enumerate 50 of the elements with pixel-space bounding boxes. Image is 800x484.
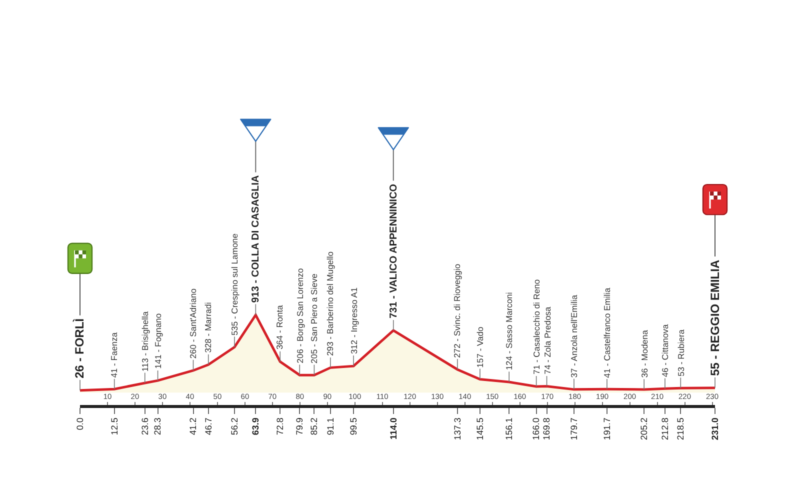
data-label: 260 - Sant'Adriano — [188, 288, 198, 359]
data-label: 124 - Sasso Marconi — [504, 292, 514, 370]
x-tick-label: 85.2 — [309, 418, 320, 436]
data-label: 36 - Modena — [639, 330, 650, 378]
x-tick-label: 205.2 — [639, 418, 650, 440]
x-tick-label: 0.0 — [74, 418, 85, 430]
x-tick-label: 23.6 — [140, 418, 150, 436]
x-tick-label: 46.7 — [203, 418, 214, 436]
x-tick-label: 218.5 — [676, 418, 686, 440]
data-label: 535 - Crespino sul Lamone — [229, 233, 240, 336]
x-tick-label: 145.5 — [474, 418, 485, 440]
x-tick-label: 179.7 — [568, 418, 579, 440]
data-label: 41 - Faenza — [108, 332, 119, 378]
x-tick-label: 191.7 — [602, 418, 612, 440]
data-label: 157 - Vado — [475, 326, 486, 368]
data-label: 141 - Fognano — [152, 313, 163, 369]
x-tick-label: 212.8 — [660, 418, 670, 440]
x-tick-label: 41.2 — [188, 418, 198, 436]
data-label: 26 - FORLÌ — [72, 318, 87, 378]
data-label: 364 - Ronta — [274, 304, 285, 350]
data-label: 312 - Ingresso A1 — [349, 287, 360, 354]
data-label: 55 - REGGIO EMILIA — [708, 260, 722, 376]
data-label: 206 - Borgo San Lorenzo — [295, 268, 306, 364]
data-label: 46 - Cittanova — [660, 324, 670, 378]
x-tick-label: 63.9 — [250, 418, 261, 436]
x-tick-label: 56.2 — [229, 418, 240, 436]
x-tick-label: 166.0 — [531, 418, 542, 440]
x-tick-label: 79.9 — [294, 418, 305, 436]
data-label: 41 - Castelfranco Emilia — [602, 287, 612, 378]
data-label: 37 - Anzola nell'Emilia — [569, 294, 580, 378]
data-label: 731 - VALICO APPENNINICO — [388, 184, 400, 318]
x-tick-label: 169.8 — [542, 418, 552, 440]
data-label: 53 - Rubiera — [676, 329, 686, 376]
data-label: 74 - Zola Predosa — [542, 306, 552, 374]
x-tick-label: 231.0 — [710, 418, 720, 440]
x-tick-label: 28.3 — [152, 418, 163, 436]
x-tick-label: 156.1 — [504, 418, 514, 440]
data-label: 205 - San Piero a Sieve — [308, 273, 319, 364]
data-label: 328 - Marradi — [202, 302, 213, 353]
data-label: 272 - Svinc. di Rioveggio — [452, 264, 462, 358]
data-label: 293 - Barberino del Mugello — [324, 251, 335, 356]
x-tick-label: 91.1 — [325, 418, 336, 436]
x-tick-label: 12.5 — [109, 418, 120, 436]
x-tick-label: 114.0 — [388, 418, 398, 440]
data-label: 71 - Casalecchio di Reno — [531, 279, 542, 374]
x-tick-label: 99.5 — [348, 418, 358, 436]
data-label: 113 - Brisighella — [140, 311, 150, 372]
data-label: 913 - COLLA DI CASAGLIA — [250, 175, 262, 303]
x-tick-label: 72.8 — [275, 418, 286, 436]
x-tick-label: 137.3 — [452, 418, 462, 440]
